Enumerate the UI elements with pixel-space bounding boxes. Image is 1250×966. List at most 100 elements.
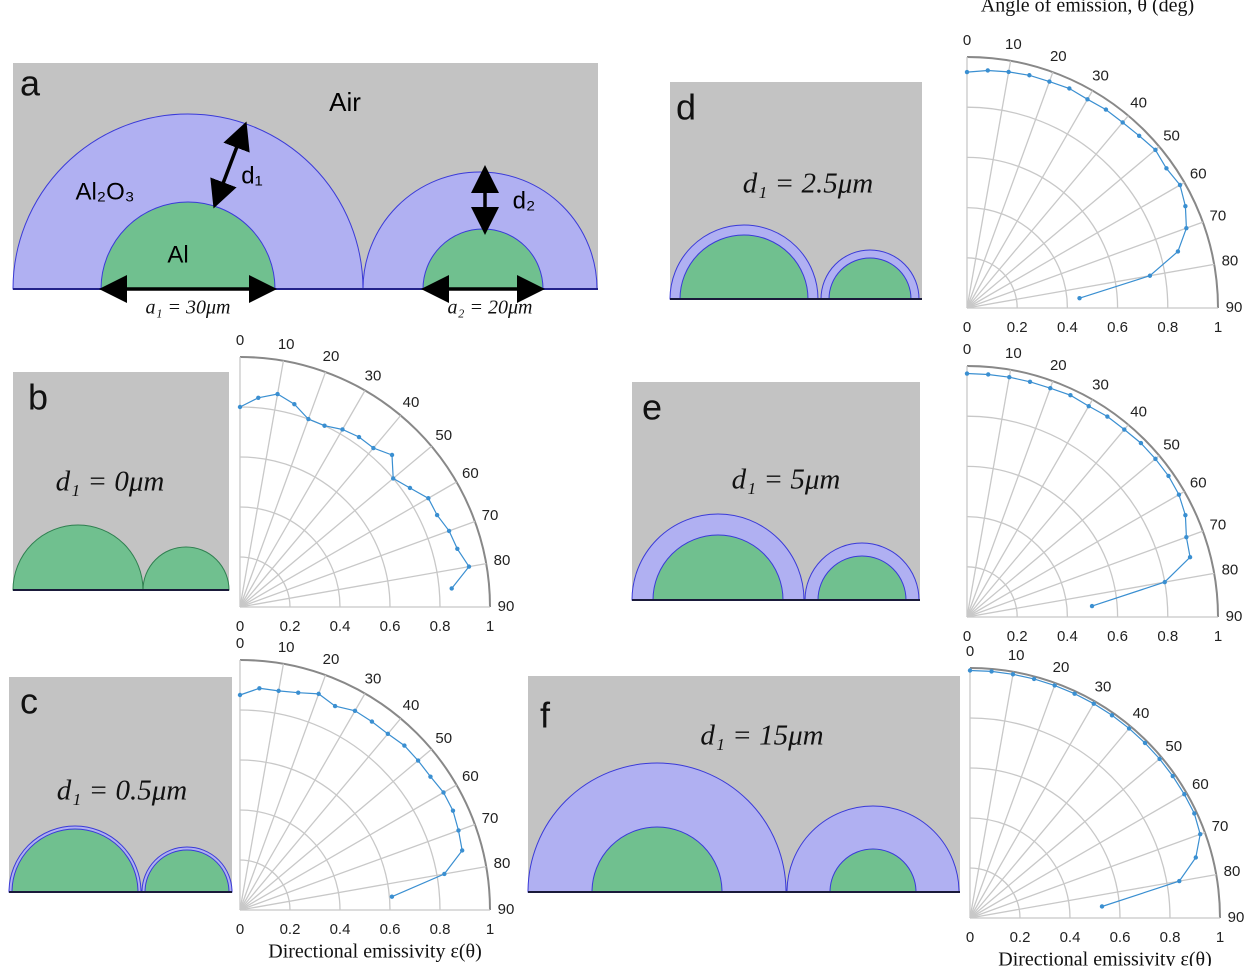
theta-tick-label: 50 (1163, 436, 1180, 453)
r-tick-label: 0.6 (1110, 929, 1131, 946)
polar-chart: 00.20.40.60.810102030405060708090 (963, 341, 1243, 645)
theta-tick-label: 10 (278, 639, 295, 656)
label: d₁ (241, 162, 262, 189)
data-point (256, 396, 260, 400)
theta-tick-label: 80 (1224, 863, 1241, 880)
data-point (1085, 97, 1089, 101)
data-point (1032, 677, 1036, 681)
data-point (275, 392, 279, 396)
theta-tick-label: 60 (1192, 776, 1209, 793)
theta-tick-label: 80 (494, 855, 511, 872)
data-point (1105, 414, 1109, 418)
polar-chart: 00.20.40.60.810102030405060708090Angle o… (963, 0, 1243, 336)
data-point (428, 774, 432, 778)
theta-tick-label: 90 (498, 901, 515, 918)
data-point (238, 405, 242, 409)
data-point (1127, 726, 1131, 730)
data-point (426, 496, 430, 500)
theta-tick-label: 30 (365, 368, 382, 385)
theta-tick-label: 50 (1163, 127, 1180, 144)
r-tick-label: 0.8 (430, 618, 451, 635)
theta-tick-label: 40 (403, 697, 420, 714)
data-point (371, 446, 375, 450)
theta-tick-label: 0 (963, 32, 971, 49)
data-point (1072, 691, 1076, 695)
data-point (1164, 166, 1168, 170)
label: a₂ = 20μm (448, 297, 533, 319)
r-tick-label: 1 (1216, 929, 1224, 946)
data-point (1143, 741, 1147, 745)
r-tick-label: 0.8 (1157, 628, 1178, 645)
theta-tick-label: 60 (1190, 474, 1207, 491)
theta-tick-label: 0 (236, 332, 244, 349)
data-point (447, 529, 451, 533)
theta-tick-label: 70 (482, 507, 499, 524)
theta-tick-label: 50 (435, 427, 452, 444)
data-point (1177, 492, 1181, 496)
data-point (1087, 404, 1091, 408)
r-tick-label: 1 (486, 618, 494, 635)
thickness-label: d₁ = 0.5μm (57, 775, 187, 807)
data-point (1011, 672, 1015, 676)
r-tick-label: 0.2 (1007, 319, 1028, 336)
data-point (1047, 79, 1051, 83)
label: Air (329, 87, 361, 117)
data-point (296, 690, 300, 694)
theta-tick-label: 10 (278, 336, 295, 353)
theta-tick-label: 10 (1005, 345, 1022, 362)
theta-tick-label: 40 (1130, 94, 1147, 111)
data-point (1157, 757, 1161, 761)
series-line (967, 71, 1186, 299)
r-tick-label: 0.8 (1160, 929, 1181, 946)
theta-tick-label: 30 (1095, 679, 1112, 696)
data-point (1068, 393, 1072, 397)
x-axis-label: Directional emissivity ε(θ) (268, 941, 482, 963)
data-point (1153, 457, 1157, 461)
data-point (1177, 879, 1181, 883)
data-point (1171, 774, 1175, 778)
theta-tick-label: 90 (498, 598, 515, 615)
theta-tick-label: 40 (403, 394, 420, 411)
data-point (257, 686, 261, 690)
data-point (435, 513, 439, 517)
data-point (390, 895, 394, 899)
r-tick-label: 1 (486, 921, 494, 938)
r-tick-label: 0.6 (380, 921, 401, 938)
r-tick-label: 0 (966, 929, 974, 946)
data-point (1148, 274, 1152, 278)
theta-tick-label: 70 (1210, 517, 1227, 534)
theta-tick-label: 70 (1210, 208, 1227, 225)
r-tick-label: 0.6 (380, 618, 401, 635)
thickness-label: d₁ = 0μm (56, 466, 165, 498)
theta-tick-label: 30 (365, 671, 382, 688)
r-tick-label: 0.4 (1057, 628, 1078, 645)
theta-tick-label: 10 (1008, 647, 1025, 664)
theta-tick-label: 0 (963, 341, 971, 358)
data-point (276, 689, 280, 693)
r-tick-label: 0.2 (280, 921, 301, 938)
data-point (1100, 904, 1104, 908)
theta-tick-label: 40 (1133, 705, 1150, 722)
data-point (1092, 701, 1096, 705)
data-point (1188, 555, 1192, 559)
data-point (386, 732, 390, 736)
data-point (1139, 441, 1143, 445)
panel-letter: e (642, 387, 662, 428)
data-point (1090, 604, 1094, 608)
data-point (1027, 73, 1031, 77)
series-line (967, 374, 1190, 607)
data-point (1122, 427, 1126, 431)
data-point (390, 453, 394, 457)
data-point (1192, 811, 1196, 815)
r-tick-label: 0.4 (330, 618, 351, 635)
theta-tick-label: 50 (1165, 738, 1182, 755)
data-point (1006, 70, 1010, 74)
data-point (238, 693, 242, 697)
data-point (370, 719, 374, 723)
x-axis-label: Directional emissivity ε(θ) (998, 949, 1212, 966)
panel-letter: c (20, 681, 38, 722)
theta-tick-label: 40 (1130, 403, 1147, 420)
theta-tick-label: 80 (1222, 562, 1239, 579)
data-point (1198, 832, 1202, 836)
theta-tick-label: 90 (1226, 608, 1243, 625)
